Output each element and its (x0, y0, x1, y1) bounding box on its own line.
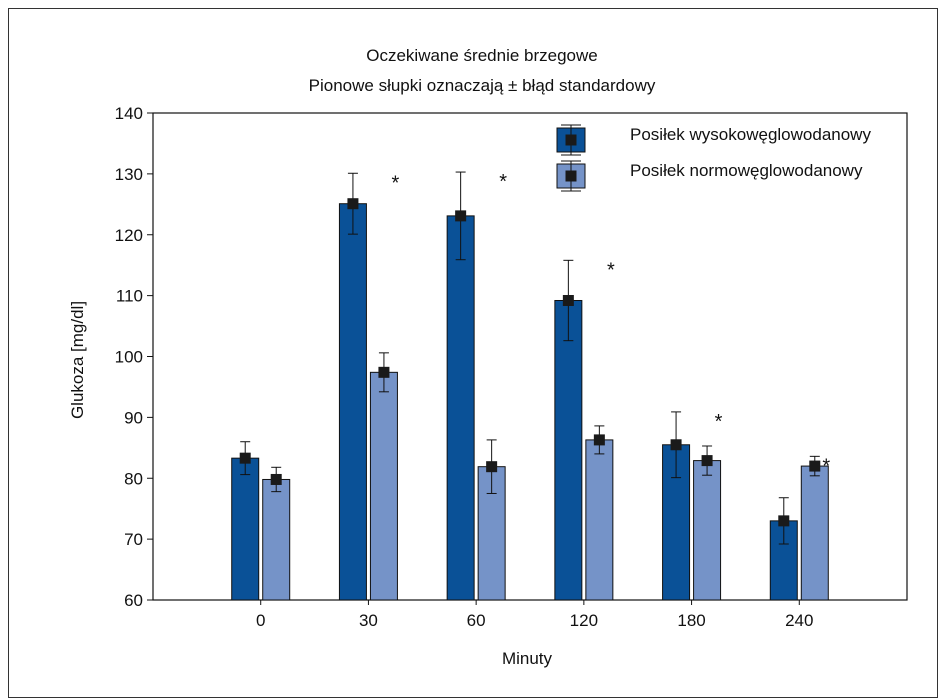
significance-marker: * (499, 171, 507, 193)
axes: 60 70 80 90 100 110 120 130 140 0 30 60 120 180 240 (115, 104, 908, 630)
y-tick-label: 100 (115, 348, 143, 367)
significance-marker: * (607, 259, 615, 281)
mean-marker (809, 460, 821, 472)
mean-marker (455, 210, 467, 222)
y-tick-label: 80 (124, 469, 143, 488)
bar-series-2 (262, 478, 291, 601)
x-axis-label: Minuty (502, 649, 553, 668)
x-tick-label: 240 (785, 611, 813, 630)
bar-series-1 (338, 203, 367, 601)
y-tick-label: 90 (124, 408, 143, 427)
mean-marker (347, 198, 359, 210)
bar-series-2 (800, 465, 829, 601)
mean-marker (701, 455, 713, 467)
significance-marker: * (715, 411, 723, 433)
y-axis-label: Glukoza [mg/dl] (68, 301, 87, 419)
x-tick-label: 120 (570, 611, 598, 630)
chart-title: Oczekiwane średnie brzegowe (366, 46, 598, 65)
y-tick-label: 60 (124, 591, 143, 610)
bar-series-2 (693, 460, 722, 601)
y-tick-label: 110 (116, 287, 143, 306)
x-tick-label: 30 (359, 611, 378, 630)
x-tick-label: 180 (677, 611, 705, 630)
significance-marker: * (392, 172, 400, 194)
mean-marker (378, 366, 390, 378)
bar-series-1 (231, 457, 260, 601)
bar-series-1 (446, 215, 475, 601)
x-tick-label: 60 (467, 611, 486, 630)
x-tick-label: 0 (256, 611, 265, 630)
mean-marker (486, 461, 498, 473)
y-tick-label: 120 (115, 226, 143, 245)
bar-series-2 (369, 371, 398, 601)
bar-series-1 (554, 299, 583, 601)
legend-label-2: Posiłek normowęglowodanowy (630, 161, 863, 180)
legend-label-1: Posiłek wysokowęglowodanowy (630, 125, 871, 144)
mean-marker (270, 473, 282, 485)
y-tick-label: 70 (124, 530, 143, 549)
mean-marker (778, 515, 790, 527)
bar-series-2 (585, 439, 614, 601)
mean-marker (670, 439, 682, 451)
bar-chart: Oczekiwane średnie brzegowe Pionowe słup… (68, 46, 908, 668)
y-tick-label: 140 (115, 104, 143, 123)
mean-marker (593, 434, 605, 446)
y-tick-label: 130 (115, 165, 143, 184)
mean-marker (562, 294, 574, 306)
legend: Posiłek wysokowęglowodanowy Posiłek normo… (556, 124, 871, 192)
legend-marker (565, 134, 577, 146)
bars-group: * * * * * (231, 171, 830, 601)
legend-marker (565, 170, 577, 182)
chart-subtitle: Pionowe słupki oznaczają ± błąd standard… (309, 76, 656, 95)
mean-marker (239, 452, 251, 464)
significance-marker: * (822, 455, 830, 477)
